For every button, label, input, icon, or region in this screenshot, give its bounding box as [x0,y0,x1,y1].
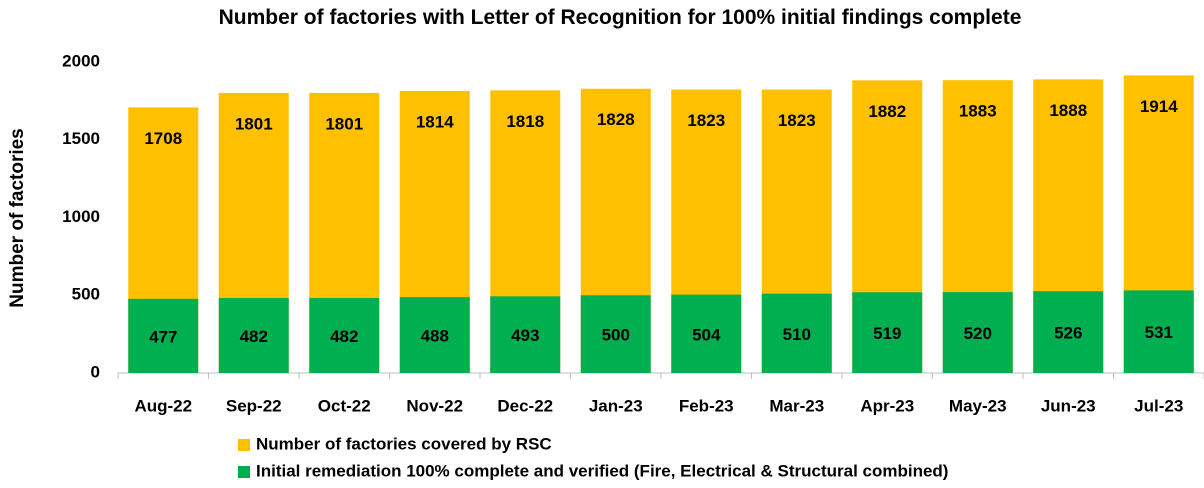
bar [761,293,832,373]
data-label: 510 [783,325,811,344]
x-tick-label: Sep-22 [226,396,282,415]
legend-label: Initial remediation 100% complete and ve… [256,461,948,480]
bar [399,297,470,373]
data-label: 482 [330,327,358,346]
data-label: 1801 [325,114,363,133]
bar [1123,290,1194,373]
y-tick-label: 2000 [62,51,100,70]
x-tick-label: Jan-23 [589,396,643,415]
x-tick-label: Mar-23 [769,396,824,415]
x-tick-label: Oct-22 [318,396,371,415]
data-label: 1888 [1049,101,1087,120]
data-label: 1823 [778,111,816,130]
bar [852,292,923,373]
data-label: 504 [692,325,721,344]
data-label: 520 [964,324,992,343]
bar [671,294,742,373]
y-tick-label: 0 [91,362,100,381]
y-axis-label: Number of factories [7,128,28,307]
data-label: 1818 [506,112,544,131]
chart-title: Number of factories with Letter of Recog… [218,6,1022,29]
data-label: 1914 [1140,97,1178,116]
y-tick-label: 1000 [62,207,100,226]
x-tick-label: Apr-23 [860,396,914,415]
x-tick-label: Aug-22 [134,396,192,415]
data-label: 1814 [416,112,454,131]
x-tick-label: Dec-22 [497,396,553,415]
bar [309,298,380,373]
y-tick-label: 1500 [62,129,100,148]
x-tick-label: Feb-23 [679,396,734,415]
bar [128,298,199,373]
x-tick-label: Nov-22 [406,396,463,415]
legend-swatch [238,466,250,478]
bar [580,295,651,373]
data-label: 500 [602,326,630,345]
bar [1033,291,1104,373]
data-label: 1823 [687,111,725,130]
data-label: 526 [1054,324,1082,343]
x-tick-label: Jun-23 [1041,396,1096,415]
x-tick-label: May-23 [949,396,1007,415]
data-label: 1801 [235,114,273,133]
bar [942,292,1013,373]
data-label: 482 [240,327,268,346]
data-label: 493 [511,326,539,345]
data-label: 477 [149,327,177,346]
data-label: 1708 [144,129,182,148]
data-label: 531 [1145,323,1173,342]
y-tick-label: 500 [72,285,100,304]
bar [218,298,289,373]
x-tick-label: Jul-23 [1134,396,1183,415]
data-label: 1828 [597,110,635,129]
legend-swatch [238,439,250,451]
legend-label: Number of factories covered by RSC [256,434,552,453]
data-label: 1883 [959,102,997,121]
data-label: 519 [873,324,901,343]
data-label: 488 [421,327,449,346]
bar [490,296,561,373]
data-label: 1882 [868,102,906,121]
